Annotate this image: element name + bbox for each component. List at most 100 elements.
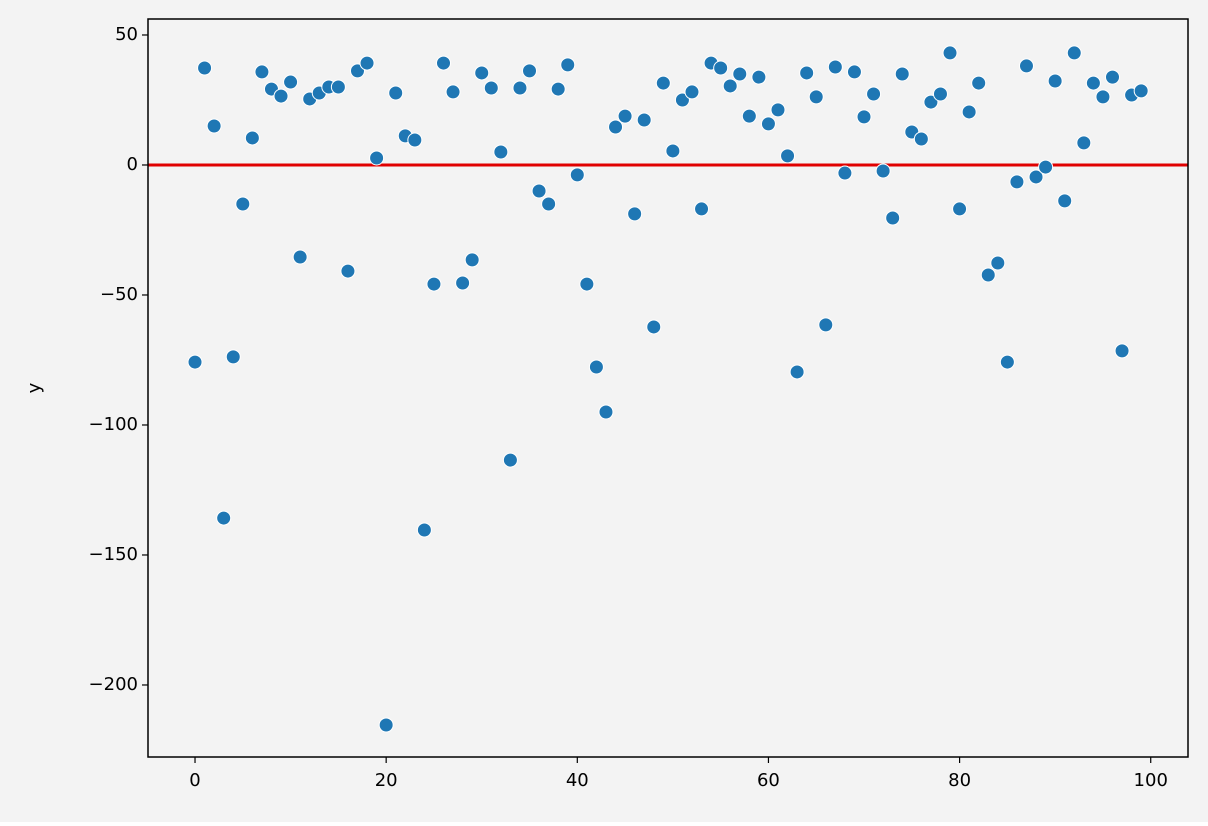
point [770,102,786,118]
point [856,109,872,125]
point [694,201,710,217]
point [1018,58,1034,74]
y-tick-label: −50 [100,284,138,305]
point [760,116,776,132]
y-axis-label: y [24,382,45,393]
point [713,60,729,76]
point [416,522,432,538]
point [522,63,538,79]
point [999,354,1015,370]
point [1057,193,1073,209]
x-tick-label: 20 [375,770,398,791]
point [789,364,805,380]
point [1076,135,1092,151]
point [818,317,834,333]
point [636,112,652,128]
point [866,86,882,102]
point [961,104,977,120]
point [197,60,213,76]
point [617,108,633,124]
point [942,45,958,61]
point [1104,69,1120,85]
y-tick-label: 0 [127,154,138,175]
point [655,75,671,91]
point [455,275,471,291]
point [225,349,241,365]
point [216,510,232,526]
point [674,92,690,108]
point [913,131,929,147]
y-tick-label: −150 [89,544,138,565]
point [799,65,815,81]
point [273,88,289,104]
point [827,59,843,75]
point [952,201,968,217]
point [483,80,499,96]
point [971,75,987,91]
point [846,64,862,80]
point [541,196,557,212]
point [598,404,614,420]
point [741,108,757,124]
point [780,148,796,164]
point [445,84,461,100]
x-tick-label: 40 [566,770,589,791]
point [378,717,394,733]
point [283,74,299,90]
point [436,55,452,71]
point [502,452,518,468]
point [1114,343,1130,359]
point [550,81,566,97]
point [531,183,547,199]
point [369,150,385,166]
point [330,79,346,95]
point [1009,174,1025,190]
point [244,130,260,146]
point [464,252,480,268]
point [560,57,576,73]
point [665,143,681,159]
x-tick-label: 80 [948,770,971,791]
point [646,319,662,335]
point [512,80,528,96]
point [426,276,442,292]
point [569,167,585,183]
point [1066,45,1082,61]
point [751,69,767,85]
plot-frame [147,18,1189,758]
point [1038,159,1054,175]
point [808,89,824,105]
point [292,249,308,265]
point [894,66,910,82]
point [579,276,595,292]
point [206,118,222,134]
point [837,165,853,181]
y-tick-label: −200 [89,674,138,695]
point [923,94,939,110]
point [187,354,203,370]
point [1133,83,1149,99]
point [980,267,996,283]
point [608,119,624,135]
x-tick-label: 0 [189,770,200,791]
point [474,65,490,81]
point [493,144,509,160]
point [1095,89,1111,105]
point [588,359,604,375]
point [407,132,423,148]
point [1047,73,1063,89]
point [340,263,356,279]
x-tick-label: 100 [1134,770,1168,791]
point [875,163,891,179]
point [388,85,404,101]
point [359,55,375,71]
point [684,84,700,100]
point [732,66,748,82]
point [990,255,1006,271]
point [627,206,643,222]
y-tick-label: −100 [89,414,138,435]
point [254,64,270,80]
point [1028,169,1044,185]
x-tick-label: 60 [757,770,780,791]
